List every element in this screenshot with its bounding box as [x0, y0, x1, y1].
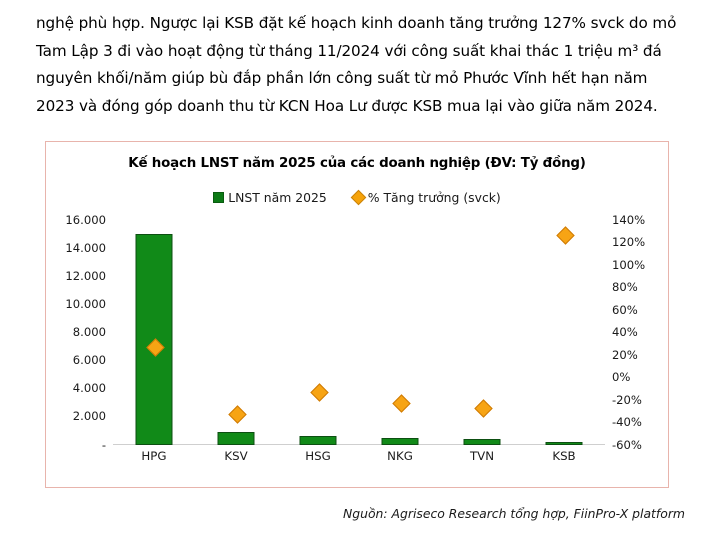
legend-diamond-swatch-icon	[350, 189, 367, 206]
plot-area	[113, 220, 605, 445]
right-axis-tick: 120%	[612, 235, 646, 249]
category-label-ksb: KSB	[552, 449, 576, 463]
bar-group-nkg[interactable]	[359, 220, 441, 445]
source-note: Nguồn: Agriseco Research tổng hợp, FiinP…	[342, 506, 685, 521]
category-label-tvn: TVN	[469, 449, 495, 463]
right-axis-tick: -60%	[612, 437, 642, 452]
article-paragraph-text: nghệ phù hợp. Ngược lại KSB đặt kế hoạch…	[36, 14, 677, 115]
left-axis-tick: 8.000	[72, 325, 106, 339]
bar-group-ksb[interactable]	[523, 220, 605, 445]
growth-marker-ksb[interactable]	[555, 226, 575, 245]
left-axis-tick: 12.000	[65, 268, 106, 283]
growth-marker-tvn[interactable]	[473, 399, 493, 419]
left-axis-tick: 2.000	[72, 409, 106, 424]
bar-group-tvn[interactable]	[441, 220, 523, 445]
axis-baseline	[113, 444, 605, 445]
left-axis-tick: 14.000	[65, 240, 106, 255]
legend-bar-swatch-icon	[213, 192, 225, 203]
bar-tvn[interactable]	[463, 439, 501, 445]
legend-item-lnst: LNST năm 2025	[213, 190, 327, 205]
article-paragraph: nghệ phù hợp. Ngược lại KSB đặt kế hoạch…	[36, 10, 684, 120]
category-label-ksv: KSV	[224, 449, 248, 463]
bar-group-ksv[interactable]	[195, 220, 277, 445]
legend-item-growth-label: % Tăng trưởng (svck)	[367, 190, 501, 205]
right-axis-tick: 80%	[612, 280, 638, 294]
bar-group-hpg[interactable]	[113, 220, 195, 445]
bar-hsg[interactable]	[299, 435, 337, 445]
right-axis-tick: 40%	[612, 325, 638, 339]
bar-ksb[interactable]	[545, 442, 583, 445]
bar-nkg[interactable]	[381, 437, 419, 445]
right-percent-axis: 140% 120% 100% 80% 60% 40% 20% 0% -20% -40% -60%	[606, 214, 668, 451]
category-label-hsg: HSG	[305, 449, 331, 463]
category-label-hpg: HPG	[141, 449, 167, 463]
left-axis-tick: 6.000	[72, 353, 106, 368]
legend-item-growth: % Tăng trưởng (svck)	[350, 189, 501, 206]
right-axis-tick: 20%	[612, 347, 638, 362]
growth-marker-ksv[interactable]	[227, 405, 247, 424]
left-value-axis: 16.000 14.000 12.000 10.000 8.000 6.000 4.000 2…	[46, 214, 110, 451]
right-axis-tick: -40%	[612, 415, 642, 429]
right-axis-tick: 140%	[612, 212, 646, 227]
bar-ksv[interactable]	[217, 431, 255, 445]
left-axis-tick: -	[101, 437, 106, 452]
bar-group-hsg[interactable]	[277, 220, 359, 445]
legend-item-lnst-label: LNST năm 2025	[228, 190, 327, 205]
chart-legend: LNST năm 2025 % Tăng trưởng (svck)	[46, 189, 668, 206]
growth-marker-nkg[interactable]	[391, 394, 411, 413]
category-label-nkg: NKG	[387, 449, 413, 463]
right-axis-tick: 0%	[612, 370, 631, 384]
chart-figure: Kế hoạch LNST năm 2025 của các doanh ngh…	[45, 141, 669, 488]
right-axis-tick: 100%	[612, 257, 646, 272]
category-axis: HPG KSV HSG NKG TVN KSB	[113, 449, 605, 467]
chart-title: Kế hoạch LNST năm 2025 của các doanh ngh…	[128, 156, 586, 171]
growth-marker-hsg[interactable]	[309, 382, 329, 402]
left-axis-tick: 10.000	[65, 296, 106, 311]
right-axis-tick: 60%	[612, 302, 638, 317]
right-axis-tick: -20%	[612, 392, 642, 407]
left-axis-tick: 16.000	[65, 212, 106, 227]
left-axis-tick: 4.000	[72, 381, 106, 396]
